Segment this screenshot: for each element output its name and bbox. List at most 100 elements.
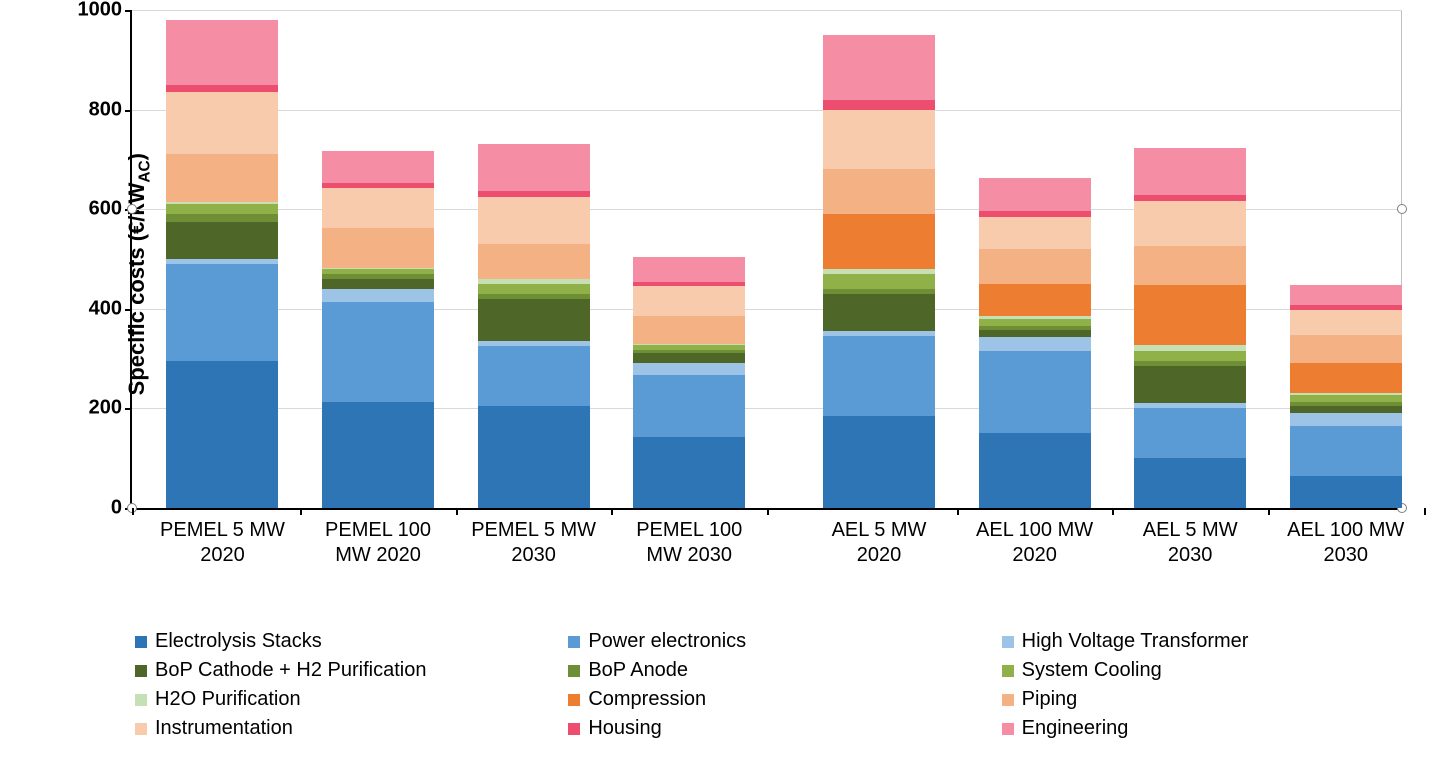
bar-segment-hou (823, 100, 935, 110)
bar-segment-hvt (979, 337, 1091, 351)
legend-label: BoP Cathode + H2 Purification (155, 659, 426, 682)
bar-segment-bopc (979, 330, 1091, 337)
bar-segment-inst (823, 110, 935, 170)
legend-label: Instrumentation (155, 717, 293, 740)
bars-group: PEMEL 5 MW2020PEMEL 100MW 2020PEMEL 5 MW… (132, 10, 1402, 508)
y-tick-label: 600 (89, 198, 132, 221)
legend-item: Electrolysis Stacks (135, 630, 538, 653)
bar-segment-es (322, 402, 434, 508)
bar-segment-sc (478, 284, 590, 294)
legend-swatch (135, 694, 147, 706)
bar-segment-pe (979, 351, 1091, 433)
legend-item: High Voltage Transformer (1002, 630, 1405, 653)
legend-swatch (568, 665, 580, 677)
x-tick-label: AEL 5 MW2030 (1107, 508, 1273, 568)
legend-item: Engineering (1002, 717, 1405, 740)
bar-segment-pe (1290, 426, 1402, 476)
legend-swatch (135, 665, 147, 677)
legend-label: System Cooling (1022, 659, 1162, 682)
x-tick-label: AEL 100 MW2030 (1263, 508, 1429, 568)
stacked-bar (633, 257, 745, 508)
legend-label: BoP Anode (588, 659, 688, 682)
bar-segment-inst (633, 286, 745, 316)
bar-segment-eng (478, 144, 590, 191)
stacked-bar (478, 143, 590, 508)
bar-segment-es (979, 433, 1091, 508)
legend-label: Electrolysis Stacks (155, 630, 322, 653)
legend-label: H2O Purification (155, 688, 301, 711)
bar-segment-pip (823, 169, 935, 214)
category-column: PEMEL 100MW 2020 (300, 10, 456, 508)
x-tick-label: PEMEL 100MW 2030 (606, 508, 772, 568)
bar-segment-eng (166, 20, 278, 85)
y-tick-label: 400 (89, 297, 132, 320)
chart-container: Specific costs (€/kWAC)02004006008001000… (0, 0, 1438, 779)
bar-segment-sc (166, 204, 278, 214)
legend-item: BoP Cathode + H2 Purification (135, 659, 538, 682)
y-tick-label: 800 (89, 98, 132, 121)
bar-segment-pip (1134, 246, 1246, 286)
legend-swatch (1002, 694, 1014, 706)
bar-segment-comp (823, 214, 935, 269)
bar-segment-hvt (322, 289, 434, 302)
bar-segment-sc (823, 274, 935, 289)
bar-segment-eng (823, 35, 935, 100)
legend-label: Engineering (1022, 717, 1129, 740)
category-column: PEMEL 100MW 2030 (611, 10, 767, 508)
bar-segment-pe (633, 375, 745, 437)
bar-segment-pe (823, 336, 935, 416)
bar-segment-inst (979, 217, 1091, 249)
bar-segment-pip (478, 244, 590, 279)
bar-segment-hvt (1290, 413, 1402, 425)
legend-item: Instrumentation (135, 717, 538, 740)
bar-segment-eng (633, 257, 745, 282)
y-axis-label: Specific costs (€/kWAC) (18, 259, 38, 289)
bar-segment-pip (1290, 335, 1402, 362)
bar-segment-comp (1290, 363, 1402, 393)
bar-segment-eng (1290, 285, 1402, 305)
category-column: AEL 100 MW2020 (957, 10, 1113, 508)
bar-segment-bopc (166, 222, 278, 259)
x-tick-label: AEL 5 MW2020 (796, 508, 962, 568)
bar-segment-inst (478, 197, 590, 244)
bar-segment-pip (322, 228, 434, 268)
bar-segment-sc (1134, 351, 1246, 361)
bar-segment-pip (633, 316, 745, 343)
bar-segment-pip (979, 249, 1091, 284)
legend-swatch (1002, 636, 1014, 648)
bar-segment-inst (1290, 310, 1402, 335)
category-column: AEL 100 MW2030 (1268, 10, 1424, 508)
legend-label: High Voltage Transformer (1022, 630, 1249, 653)
x-tick-label: AEL 100 MW2020 (952, 508, 1118, 568)
bar-segment-inst (166, 92, 278, 154)
bar-segment-bopc (633, 353, 745, 363)
bar-segment-bopc (823, 294, 935, 331)
bar-segment-hvt (633, 363, 745, 375)
stacked-bar (823, 35, 935, 508)
x-tick-label: PEMEL 5 MW2020 (140, 508, 306, 568)
bar-segment-hou (166, 85, 278, 92)
bar-segment-inst (322, 188, 434, 228)
bar-segment-bopc (322, 279, 434, 289)
bar-segment-eng (1134, 148, 1246, 195)
legend-label: Compression (588, 688, 706, 711)
bar-segment-bopa (166, 214, 278, 221)
legend-label: Piping (1022, 688, 1078, 711)
bar-segment-es (1290, 476, 1402, 508)
bar-segment-eng (322, 151, 434, 183)
legend-item: BoP Anode (568, 659, 971, 682)
bar-segment-pe (1134, 408, 1246, 458)
bar-segment-pe (322, 302, 434, 402)
legend-item: Power electronics (568, 630, 971, 653)
bar-segment-es (478, 406, 590, 508)
bar-segment-pip (166, 154, 278, 201)
stacked-bar (322, 150, 434, 508)
stacked-bar (166, 20, 278, 508)
category-column: PEMEL 5 MW2030 (456, 10, 612, 508)
legend-swatch (568, 694, 580, 706)
bar-segment-sc (1290, 395, 1402, 402)
stacked-bar (1134, 147, 1246, 508)
legend-swatch (568, 723, 580, 735)
legend-item: Piping (1002, 688, 1405, 711)
legend-swatch (1002, 665, 1014, 677)
